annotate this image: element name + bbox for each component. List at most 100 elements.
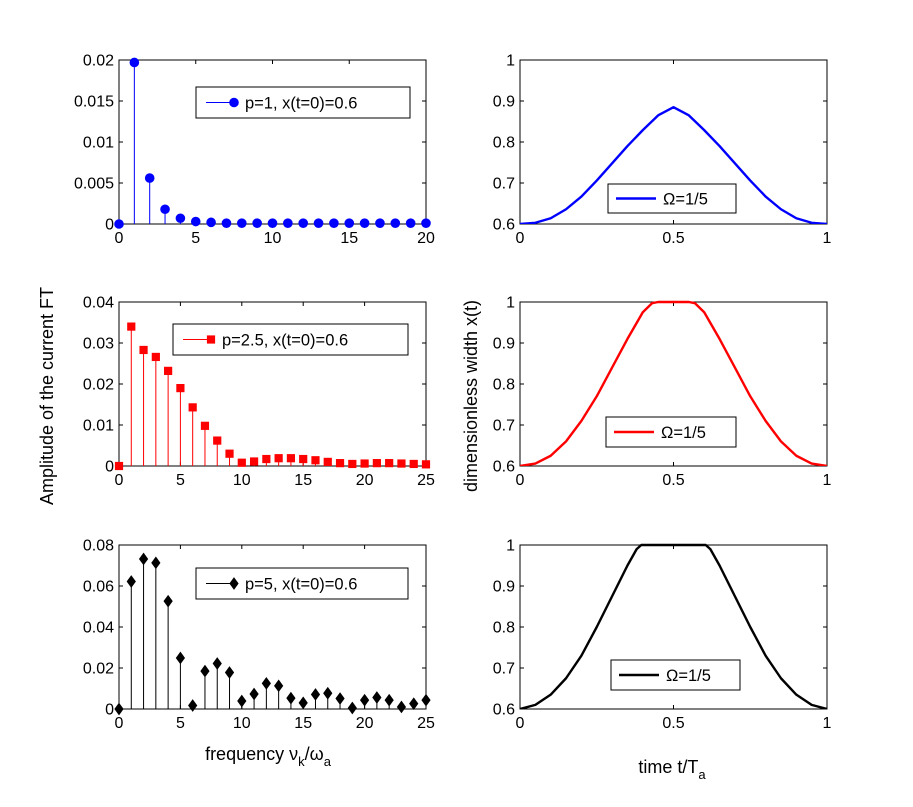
stem-marker [311, 456, 320, 465]
stem-marker [176, 384, 185, 393]
stem-marker [262, 454, 271, 464]
legend: p=2.5, x(t=0)=0.6 [172, 323, 409, 356]
stem-marker [224, 666, 235, 679]
stem-marker [286, 691, 296, 705]
series-line1 [520, 105, 827, 224]
y-tick-label: 1 [506, 53, 515, 70]
legend-marker-sample [229, 577, 239, 590]
chart-line3: 0 0.5 1 0.6 0.7 0.8 0.9 1 Ω=1/5 [493, 538, 832, 733]
stem-marker [212, 657, 222, 670]
x-tick-label: 0 [115, 715, 124, 732]
x-tick-label: 1 [823, 715, 832, 732]
chart-line2: 0 0.5 1 0.6 0.7 0.8 0.9 1 Ω=1/5 [493, 295, 832, 490]
stem-marker [261, 677, 271, 690]
stem-marker [274, 679, 284, 693]
legend-label: Ω=1/5 [666, 667, 711, 685]
y-tick-label: 0 [105, 217, 114, 234]
stem-marker [126, 575, 136, 588]
stem-marker [390, 218, 401, 228]
stem-marker [421, 693, 431, 707]
chart-stem1: 0 5 10 15 20 0 0.005 0.01 0.015 0.02 p=1, x(t=0)=0… [74, 53, 435, 248]
series-line3 [520, 543, 827, 709]
stem-marker [323, 686, 333, 700]
plot-frame [118, 59, 427, 225]
x-tick-label: 15 [294, 715, 312, 732]
y-tick-label: 0.005 [74, 176, 114, 193]
x-tick-label: 0.5 [662, 715, 684, 732]
stem-marker [344, 218, 355, 228]
y-tick-label: 0.9 [493, 94, 515, 111]
y-tick-label: 0.03 [83, 336, 114, 353]
stem-marker [237, 694, 247, 708]
stem-marker [283, 218, 293, 228]
stem-marker [200, 421, 210, 430]
stem-marker [206, 217, 216, 228]
stem-marker [421, 218, 431, 228]
stem-marker [396, 700, 407, 714]
y-tick-label: 0.9 [493, 336, 515, 353]
y-tick-label: 0.7 [493, 418, 515, 435]
legend-marker-sample [206, 335, 216, 344]
chart-line1: 0 0.5 1 0.6 0.7 0.8 0.9 1 Ω=1/5 [493, 53, 832, 248]
y-tick-label: 0.015 [74, 94, 114, 111]
stem-marker [323, 457, 332, 466]
stem-marker [151, 556, 161, 570]
series-stem3 [114, 552, 431, 716]
legend: Ω=1/5 [607, 183, 737, 214]
stem-marker [144, 173, 155, 183]
stem-marker [252, 218, 262, 228]
legend: Ω=1/5 [610, 659, 741, 691]
x-tick-label: 10 [264, 230, 282, 247]
stem-marker [164, 366, 173, 375]
y-tick-label: 0.04 [83, 620, 114, 637]
y-tick-label: 1 [506, 538, 515, 555]
legend: p=5, x(t=0)=0.6 [195, 567, 409, 600]
x-tick-label: 0 [516, 230, 525, 247]
stem-marker [200, 664, 210, 678]
stem-marker [298, 218, 309, 228]
left-xlabel: frequency νk/ωa [205, 744, 332, 769]
stem-marker [267, 218, 278, 228]
stem-marker [129, 57, 140, 68]
y-tick-label: 0.08 [83, 538, 114, 555]
stem-marker [249, 687, 259, 701]
x-tick-label: 0 [115, 230, 124, 247]
y-tick-label: 0.04 [83, 295, 114, 312]
stem-marker [114, 702, 124, 716]
y-tick-label: 0.8 [493, 135, 515, 152]
series-line2 [520, 300, 827, 466]
stem-marker [274, 454, 283, 463]
x-tick-label: 0 [516, 472, 525, 489]
stem-marker [114, 461, 124, 471]
legend-label: p=2.5, x(t=0)=0.6 [222, 332, 348, 350]
stem-marker [175, 651, 186, 665]
series-line [520, 543, 827, 709]
stem-marker [372, 459, 381, 468]
stem-marker [384, 693, 394, 707]
y-tick-label: 0 [105, 702, 114, 719]
x-tick-label: 10 [233, 472, 251, 489]
x-tick-label: 0.5 [662, 230, 684, 247]
stem-marker [385, 459, 394, 468]
stem-marker [298, 696, 308, 710]
stem-marker [313, 218, 324, 228]
stem-marker [409, 697, 419, 711]
chart-stem2: 0 5 10 15 20 25 0 0.01 0.02 0.03 0.04 p=2.5, x(t=0)… [83, 295, 435, 490]
stem-marker [299, 454, 308, 464]
x-tick-label: 5 [176, 715, 185, 732]
stem-marker [188, 403, 197, 412]
y-tick-label: 0.6 [493, 459, 515, 476]
left-xlabel-main: frequency ν [205, 744, 298, 764]
legend-label: p=1, x(t=0)=0.6 [245, 95, 357, 113]
x-tick-label: 20 [356, 472, 374, 489]
right-xlabel: time t/Ta [638, 757, 706, 782]
y-tick-label: 0.7 [493, 661, 515, 678]
x-tick-label: 10 [233, 715, 251, 732]
y-tick-label: 0.01 [83, 418, 114, 435]
stem-marker [310, 688, 321, 701]
stem-marker [397, 459, 406, 468]
stem-marker [213, 436, 222, 445]
x-tick-label: 25 [417, 472, 435, 489]
